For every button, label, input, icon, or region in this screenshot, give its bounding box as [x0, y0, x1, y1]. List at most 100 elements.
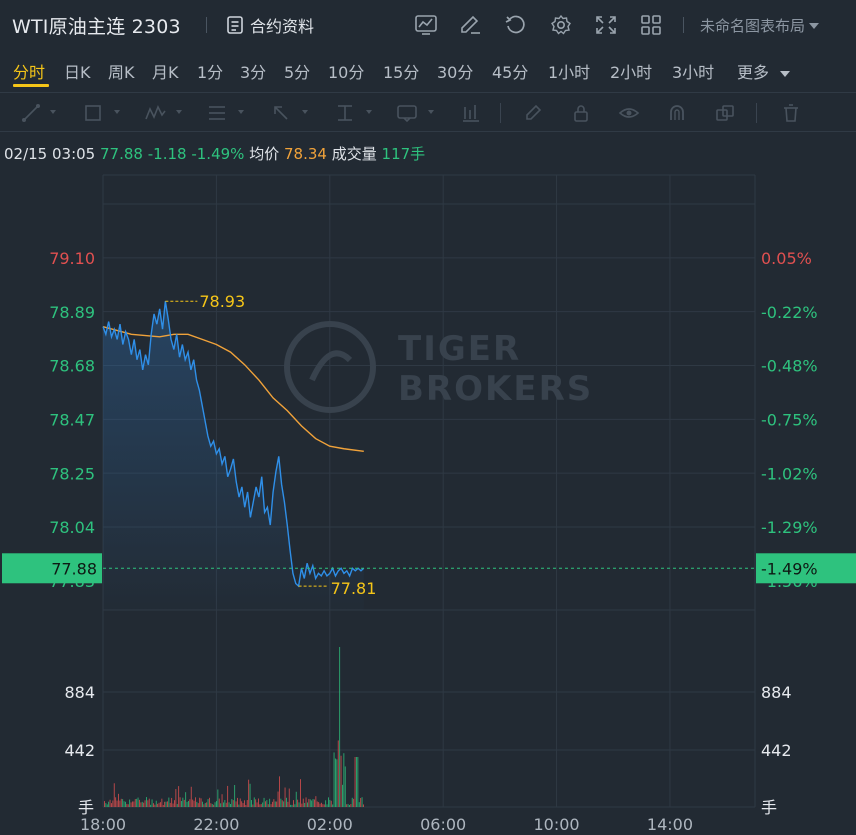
volume-bar — [309, 799, 311, 807]
tab-45min[interactable]: 45分 — [492, 63, 529, 82]
volume-bar — [326, 804, 328, 807]
volume-bar — [115, 797, 117, 807]
volume-bar — [316, 801, 318, 807]
volume-bar — [358, 802, 360, 807]
volume-bar — [300, 779, 301, 807]
rectangle-icon[interactable] — [82, 103, 104, 123]
tab-30min[interactable]: 30分 — [437, 63, 474, 82]
volume-bar — [363, 804, 364, 807]
tab-15min[interactable]: 15分 — [383, 63, 420, 82]
volume-bar — [123, 801, 125, 807]
volume-bar — [270, 804, 272, 807]
tab-more[interactable]: 更多 — [737, 59, 791, 83]
grid-layout-icon[interactable] — [639, 13, 663, 37]
bars-icon[interactable] — [460, 103, 482, 123]
volume-bar — [340, 755, 342, 807]
volume-bar — [269, 798, 271, 807]
caret-icon[interactable] — [176, 110, 182, 114]
trend-line-icon[interactable] — [20, 103, 42, 123]
volume-bar — [232, 800, 234, 807]
tab-month[interactable]: 月K — [152, 63, 179, 82]
contract-info-button[interactable]: 合约资料 — [226, 12, 314, 38]
caret-icon[interactable] — [302, 110, 308, 114]
caret-icon[interactable] — [238, 110, 244, 114]
caret-icon[interactable] — [428, 110, 434, 114]
tab-10min[interactable]: 10分 — [328, 63, 365, 82]
volume-bar — [174, 800, 175, 807]
tab-3min[interactable]: 3分 — [240, 63, 267, 82]
volume-bar — [197, 803, 199, 807]
edit-icon[interactable] — [459, 13, 483, 37]
intraday-chart[interactable]: TIGER BROKERS 78.93 77.81 79.10 78.89 78… — [0, 170, 856, 835]
pattern-icon[interactable] — [144, 103, 166, 123]
period-tabs: 分时 日K 周K 月K 1分 3分 5分 10分 15分 30分 45分 1小时… — [0, 52, 856, 88]
indicator-chart-icon[interactable] — [414, 13, 438, 37]
volume-bar — [255, 799, 257, 807]
volume-bar — [301, 803, 303, 807]
tab-2hour[interactable]: 2小时 — [610, 63, 653, 82]
price-tick: 78.89 — [49, 303, 95, 322]
volume-bar — [181, 801, 182, 807]
tab-intraday[interactable]: 分时 — [13, 63, 46, 82]
text-note-icon[interactable] — [396, 103, 418, 123]
clone-icon[interactable] — [714, 103, 736, 123]
tab-week[interactable]: 周K — [108, 63, 135, 82]
volume-bar — [192, 799, 194, 807]
volume-bar — [146, 797, 147, 807]
volume-bar — [227, 785, 229, 807]
brush-icon[interactable] — [522, 103, 544, 123]
volume-bar — [336, 759, 338, 807]
volume-bar — [200, 798, 202, 807]
volume-bar — [342, 784, 343, 807]
lock-icon[interactable] — [570, 103, 592, 123]
tab-3hour[interactable]: 3小时 — [672, 63, 715, 82]
volume-bar — [253, 797, 255, 807]
volume-bar — [148, 798, 150, 807]
time-tick: 22:00 — [193, 815, 239, 834]
volume-bar — [172, 803, 174, 807]
quote-summary: 02/15 03:05 77.88 -1.18 -1.49% 均价 78.34 … — [4, 143, 425, 164]
volume-bar — [318, 802, 320, 807]
volume-bar — [150, 804, 152, 807]
volume-bar — [298, 802, 300, 807]
volume-bar — [276, 801, 278, 807]
caret-icon[interactable] — [50, 110, 56, 114]
fibonacci-icon[interactable] — [206, 103, 228, 123]
instrument-title[interactable]: WTI原油主连 2303 — [12, 16, 181, 38]
high-annotation: 78.93 — [165, 292, 245, 311]
volume-bar — [297, 799, 299, 807]
volume-bar — [295, 791, 297, 807]
refresh-icon[interactable] — [504, 13, 528, 37]
top-bar: WTI原油主连 2303 合约资料 未命名图表布局 — [0, 0, 856, 50]
volume-bar — [209, 797, 210, 807]
tab-5min[interactable]: 5分 — [284, 63, 311, 82]
low-annotation: 77.81 — [298, 579, 376, 598]
gear-icon[interactable] — [549, 13, 573, 37]
volume-bar — [235, 801, 237, 807]
volume-bar — [216, 801, 217, 807]
time-tick: 18:00 — [80, 815, 126, 834]
tab-day[interactable]: 日K — [64, 63, 91, 82]
volume-bar — [203, 804, 205, 807]
volume-bar — [228, 802, 230, 807]
tab-1hour[interactable]: 1小时 — [548, 63, 591, 82]
volume-bar — [122, 799, 124, 807]
arrow-icon[interactable] — [270, 103, 292, 123]
caret-icon[interactable] — [366, 110, 372, 114]
volume-bar — [116, 800, 118, 807]
eye-icon[interactable] — [618, 103, 640, 123]
measure-icon[interactable] — [334, 103, 356, 123]
volume-bar — [231, 799, 233, 807]
tab-1min[interactable]: 1分 — [197, 63, 224, 82]
trash-icon[interactable] — [780, 103, 802, 123]
quote-change: -1.18 — [147, 145, 187, 163]
contract-info-label: 合约资料 — [250, 17, 315, 36]
volume-axis: 884 442 手 884 442 手 — [64, 683, 791, 817]
volume-bar — [258, 798, 259, 807]
volume-bar — [248, 779, 250, 807]
caret-icon[interactable] — [114, 110, 120, 114]
fullscreen-icon[interactable] — [594, 13, 618, 37]
magnet-icon[interactable] — [666, 103, 688, 123]
layout-dropdown[interactable]: 未命名图表布局 — [700, 15, 820, 36]
volume-bar — [291, 804, 293, 807]
